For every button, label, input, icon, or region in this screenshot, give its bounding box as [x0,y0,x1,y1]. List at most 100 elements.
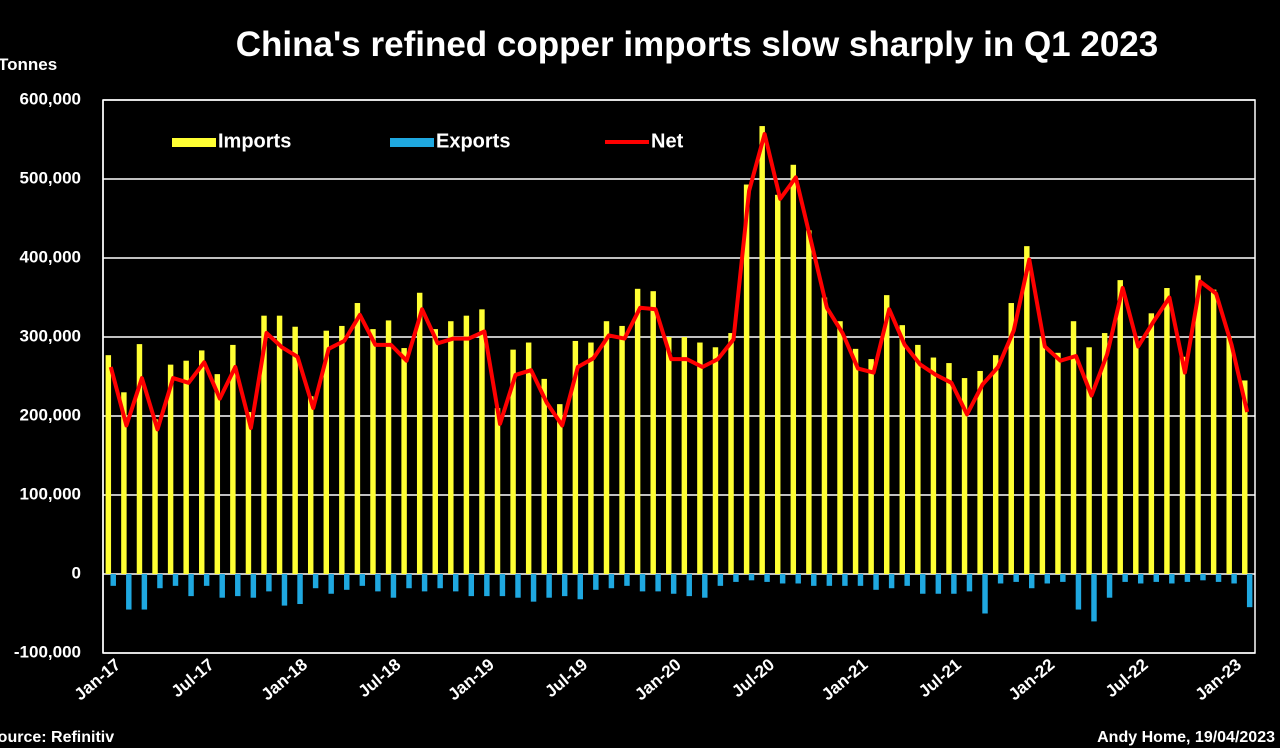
bar [452,574,459,592]
bar [883,295,890,574]
bar [370,329,376,574]
bar [888,574,895,589]
bar [261,315,267,574]
x-tick-label: Jan-19 [444,655,497,704]
bar [307,396,314,574]
bar [167,364,174,574]
bar [515,574,521,598]
y-tick-label: 100,000 [20,484,81,503]
bar [686,574,692,597]
bar [281,574,288,606]
bar [842,574,848,586]
bar [634,288,641,574]
bar [525,342,532,574]
bar [546,574,552,598]
bar [733,574,739,582]
bar [624,574,630,586]
bar [510,349,516,574]
bar [935,574,942,594]
bar [203,574,210,586]
bar [328,574,334,594]
bar [541,378,547,574]
bar [276,315,283,574]
bar [432,329,438,574]
bar [666,337,672,574]
bar [292,326,298,574]
bar [1055,352,1061,574]
bar [1184,574,1191,582]
bar [608,574,615,589]
bar [681,337,688,574]
bar [359,574,366,586]
bar [857,574,864,586]
bar [717,574,724,586]
bar [1106,574,1113,598]
bar [188,574,194,597]
bar [899,325,906,574]
bar [946,363,952,574]
bar [479,309,485,574]
bar [852,348,859,574]
bar [873,574,879,590]
bar [790,164,797,574]
bar [416,292,423,574]
bar [183,360,189,574]
line [108,132,1250,432]
x-tick-label: Jan-22 [1005,655,1058,704]
bar [997,574,1004,584]
legend-swatch [390,138,434,147]
x-tick-label: Jan-23 [1192,655,1245,704]
x-tick-label: Jul-20 [728,655,778,701]
y-tick-label: 0 [72,563,81,582]
bar [593,574,599,590]
bar [1179,356,1186,574]
bar [764,574,770,582]
bar [1137,574,1144,584]
bar [245,412,252,574]
bar [344,574,350,590]
bar [650,291,656,574]
bar [1070,321,1077,574]
bar [354,303,361,574]
bar [437,574,443,589]
legend-label: Net [651,130,684,152]
bar [421,574,428,592]
bar [401,348,407,574]
bar [1101,333,1108,574]
bar [992,355,999,574]
bar [795,574,801,584]
bar [1075,574,1082,610]
x-tick-label: Jan-20 [631,655,684,704]
x-tick-label: Jan-18 [258,655,311,704]
bar [1215,574,1222,582]
bar [312,574,319,589]
bar [157,574,163,589]
bar [837,321,843,574]
bar [961,378,968,574]
x-tick-label: Jul-19 [541,655,591,701]
bar [499,574,506,597]
bar [1039,337,1046,574]
bar [920,574,926,594]
y-tick-label: 500,000 [20,168,81,187]
bar [619,325,625,574]
bar [1246,574,1253,608]
bar [1008,303,1014,574]
bar [219,574,225,598]
bar [484,574,490,597]
bar [930,357,937,574]
bar [639,574,646,592]
bar [1013,574,1019,582]
bar [199,350,205,574]
bar [1028,574,1035,589]
bar [702,574,708,598]
bar [1117,280,1123,574]
bar [951,574,957,594]
bar [375,574,381,592]
y-tick-label: 200,000 [20,405,81,424]
bar [1226,337,1232,574]
y-tick-label: 600,000 [20,89,81,108]
bar [1122,574,1128,582]
bar [572,340,579,574]
